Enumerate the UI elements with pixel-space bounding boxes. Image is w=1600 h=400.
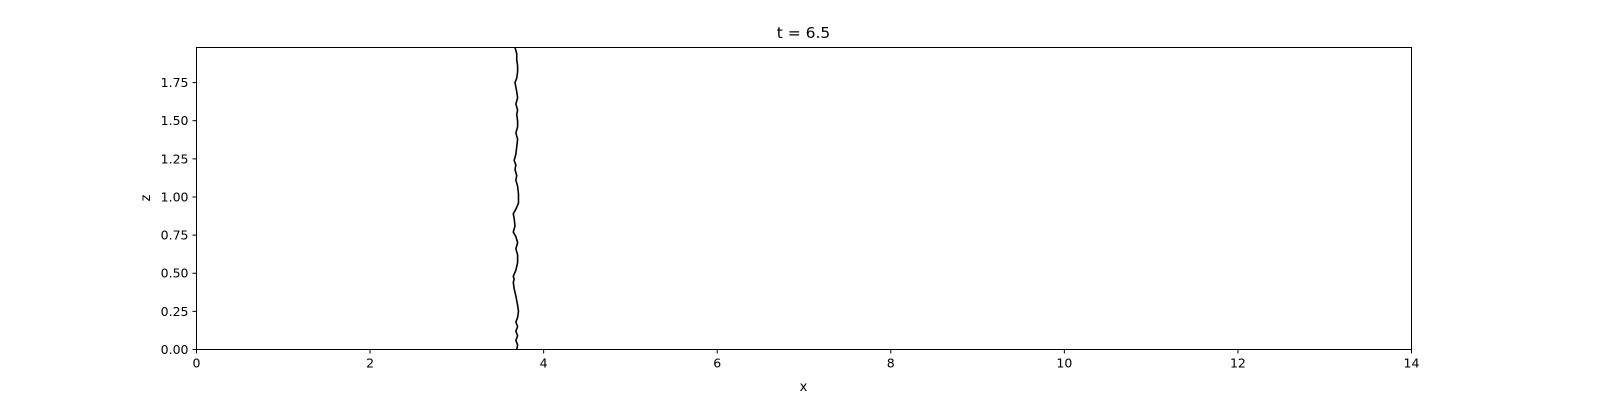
x-axis: 0 2 4 6 8 10 12 14 [193, 349, 1420, 371]
plot-area [196, 47, 1412, 350]
x-tick-label: 14 [1404, 356, 1420, 371]
x-tick-label: 2 [366, 356, 374, 371]
interface-line [512, 47, 520, 350]
x-tick-label: 4 [540, 356, 548, 371]
x-tick-label: 6 [713, 356, 721, 371]
plot-frame [196, 47, 1412, 350]
chart-title: t = 6.5 [777, 24, 831, 42]
y-tick-label: 1.50 [161, 113, 189, 128]
y-tick-label: 0.25 [161, 304, 189, 319]
x-tick-label: 0 [193, 356, 201, 371]
y-axis-label: z [139, 194, 154, 201]
x-tick-label: 8 [887, 356, 895, 371]
x-tick-label: 12 [1230, 356, 1246, 371]
y-axis: 0.00 0.25 0.50 0.75 1.00 1.25 1.50 1.75 [161, 75, 197, 357]
y-tick-label: 1.25 [161, 151, 189, 166]
x-axis-label: x [800, 380, 808, 395]
y-tick-label: 0.50 [161, 266, 189, 281]
y-tick-label: 1.75 [161, 75, 189, 90]
x-tick-label: 10 [1056, 356, 1072, 371]
y-tick-label: 0.75 [161, 228, 189, 243]
y-tick-label: 1.00 [161, 189, 189, 204]
y-tick-label: 0.00 [161, 342, 189, 357]
